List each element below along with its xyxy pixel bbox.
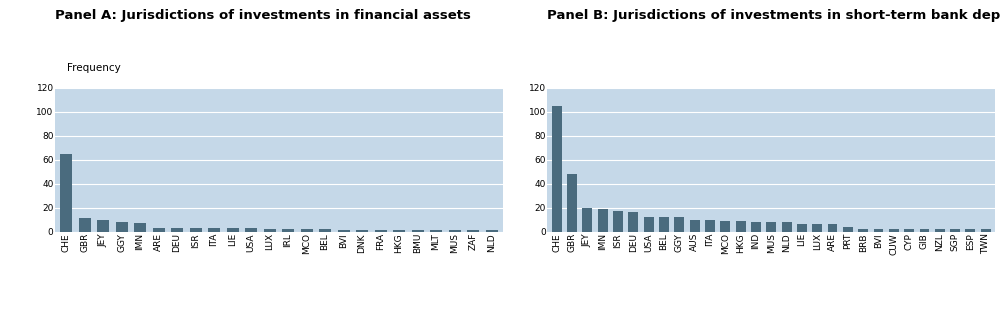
Bar [116,222,128,232]
Text: Frequency: Frequency [67,63,121,73]
Bar [674,217,684,232]
Bar [582,208,592,232]
Bar [628,213,638,232]
Bar [301,229,313,232]
Bar [935,229,945,232]
Bar [920,229,929,232]
Text: Panel B: Jurisdictions of investments in short-term bank deposits: Panel B: Jurisdictions of investments in… [547,9,1000,23]
Bar [981,229,991,232]
Bar [828,224,837,232]
Bar [965,229,975,232]
Bar [356,230,368,232]
Bar [282,229,294,232]
Bar [720,221,730,232]
Bar [705,220,715,232]
Bar [412,230,424,232]
Bar [486,230,498,232]
Text: Panel A: Jurisdictions of investments in financial assets: Panel A: Jurisdictions of investments in… [55,9,471,23]
Bar [153,228,165,232]
Bar [751,222,761,232]
Bar [227,228,239,232]
Bar [97,220,109,232]
Bar [797,224,807,232]
Bar [264,229,276,232]
Bar [736,221,746,232]
Bar [874,229,883,232]
Bar [843,227,853,232]
Bar [319,229,331,232]
Bar [567,174,577,232]
Bar [812,224,822,232]
Bar [393,230,405,232]
Bar [950,229,960,232]
Bar [552,106,562,232]
Bar [449,230,461,232]
Bar [613,211,623,232]
Bar [598,209,608,232]
Bar [467,230,479,232]
Bar [171,228,183,232]
Bar [245,228,257,232]
Bar [375,230,387,232]
Bar [858,229,868,232]
Bar [79,218,91,232]
Bar [338,230,350,232]
Bar [134,223,146,232]
Bar [690,220,700,232]
Bar [644,217,654,232]
Bar [60,154,72,232]
Bar [190,228,202,232]
Bar [430,230,442,232]
Bar [904,229,914,232]
Bar [889,229,899,232]
Bar [208,228,220,232]
Bar [766,222,776,232]
Bar [659,217,669,232]
Bar [782,222,792,232]
